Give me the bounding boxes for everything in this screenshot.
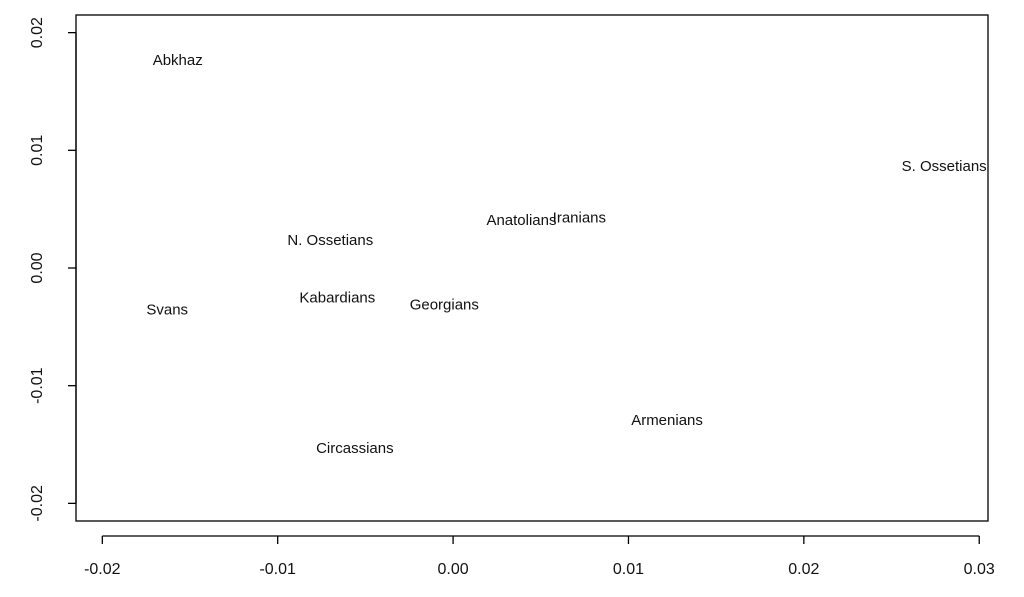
x-tick-label: 0.01 xyxy=(613,561,644,578)
point-label: Armenians xyxy=(631,412,703,429)
y-tick-label: 0.00 xyxy=(29,252,46,283)
point-label: N. Ossetians xyxy=(287,232,373,249)
point-label: S. Ossetians xyxy=(902,158,987,175)
x-tick-label: 0.03 xyxy=(964,561,995,578)
point-label: Anatolians xyxy=(486,212,556,229)
plot-area-frame xyxy=(75,14,989,522)
x-tick-label: -0.01 xyxy=(259,561,296,578)
y-tick-label: -0.02 xyxy=(29,485,46,522)
y-tick-label: -0.01 xyxy=(29,367,46,404)
point-label: Kabardians xyxy=(299,290,375,307)
point-label: Georgians xyxy=(410,297,479,314)
x-tick-label: 0.02 xyxy=(788,561,819,578)
y-tick-label: 0.01 xyxy=(29,135,46,166)
y-axis: -0.02 -0.01 0.00 0.01 0.02 xyxy=(29,17,77,522)
x-tick-label: -0.02 xyxy=(84,561,121,578)
x-tick-label: 0.00 xyxy=(438,561,469,578)
point-label: Iranians xyxy=(553,210,606,227)
point-label: Abkhaz xyxy=(153,52,203,69)
point-label: Circassians xyxy=(316,440,394,457)
point-label: Svans xyxy=(146,301,188,318)
y-tick-label: 0.02 xyxy=(29,17,46,48)
x-axis: -0.02 -0.01 0.00 0.01 0.02 0.03 xyxy=(84,535,995,578)
